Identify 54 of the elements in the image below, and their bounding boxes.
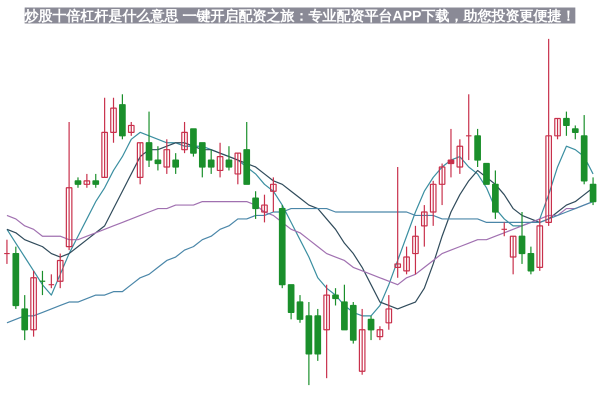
- candlestick: [74, 176, 82, 188]
- candlestick: [21, 294, 28, 341]
- candlestick: [56, 252, 64, 289]
- candlestick: [456, 138, 464, 175]
- candlestick: [216, 142, 224, 178]
- candlestick: [296, 294, 304, 324]
- candlestick: [4, 239, 10, 265]
- candlestick: [500, 222, 508, 237]
- candlestick: [136, 142, 144, 185]
- candlestick: [332, 288, 339, 306]
- candlestick: [430, 180, 437, 226]
- candlestick: [92, 173, 100, 188]
- candlestick: [528, 246, 534, 275]
- candlestick: [518, 211, 526, 265]
- candlestick: [101, 97, 108, 178]
- candlestick: [438, 162, 446, 206]
- candlestick: [84, 173, 90, 188]
- candlestick: [226, 146, 232, 172]
- candlestick: [368, 315, 374, 341]
- candlestick: [128, 121, 135, 136]
- candlestick: [30, 270, 37, 338]
- candlestick: [465, 94, 472, 161]
- candlestick: [163, 138, 170, 175]
- candlestick: [48, 274, 55, 289]
- candlestick: [146, 110, 152, 168]
- candlestick: [563, 110, 570, 136]
- candlestick: [412, 225, 419, 275]
- candlestick: [39, 270, 46, 296]
- candlestick: [448, 128, 454, 178]
- candlestick: [554, 118, 561, 140]
- candlestick: [261, 194, 268, 223]
- candlestick: [323, 284, 330, 379]
- candlestick: [403, 246, 410, 275]
- candlestick: [154, 146, 162, 172]
- candlestick: [66, 121, 72, 251]
- candlestick: [385, 294, 392, 330]
- candlestick: [358, 308, 366, 376]
- candlestick: [208, 149, 215, 175]
- candlestick: [376, 326, 384, 341]
- candlestick: [420, 204, 428, 248]
- candlestick: [545, 38, 552, 226]
- candlestick: [181, 121, 188, 154]
- candlestick: [172, 152, 180, 175]
- candlestick: [110, 97, 117, 144]
- candlestick: [536, 218, 544, 272]
- candlestick: [510, 236, 516, 275]
- candlestick: [394, 166, 402, 278]
- candlestick: [590, 176, 596, 206]
- chart-title: 炒股十倍杠杆是什么意思 一键开启配资之旅：专业配资平台APP下载，助您投资更便捷！: [24, 8, 576, 24]
- candlestick: [483, 162, 490, 185]
- candlestick: [252, 190, 259, 220]
- candlestick: [234, 152, 242, 185]
- candlestick: [270, 176, 277, 213]
- candlestick: [572, 124, 579, 140]
